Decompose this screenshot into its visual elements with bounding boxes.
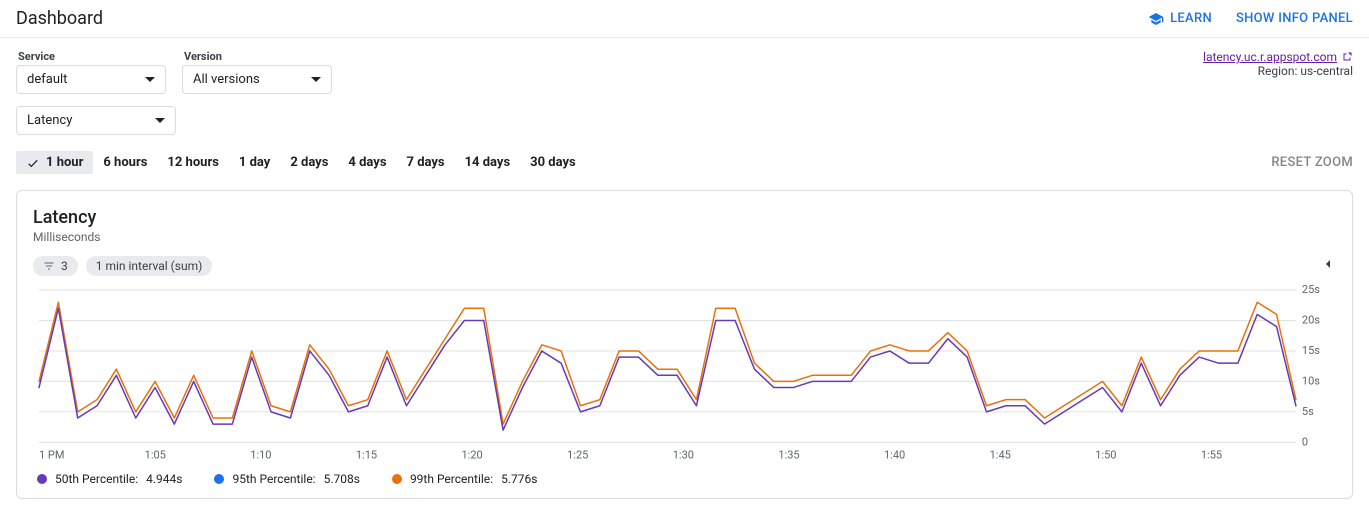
legend-swatch [37, 474, 47, 484]
time-range-option[interactable]: 7 days [397, 151, 455, 174]
time-range-label: 7 days [407, 155, 445, 170]
metric-value: Latency [27, 113, 72, 128]
time-range-option[interactable]: 30 days [520, 151, 586, 174]
learn-icon [1148, 11, 1164, 27]
service-select-group: Service default [16, 50, 166, 94]
metric-row: Latency [0, 94, 1369, 135]
legend-label: 95th Percentile: [232, 472, 315, 486]
filter-count-value: 3 [61, 259, 68, 273]
legend-value: 5.776s [501, 472, 537, 486]
version-value: All versions [193, 72, 260, 87]
time-range-option[interactable]: 2 days [280, 151, 338, 174]
time-range-buttons: 1 hour 6 hours 12 hours 1 day 2 days 4 days 7 … [16, 151, 586, 174]
time-range-option[interactable]: 6 hours [93, 151, 157, 174]
svg-text:1:40: 1:40 [884, 448, 905, 461]
chevron-down-icon [155, 118, 165, 123]
chips-row: 3 1 min interval (sum) [33, 256, 1336, 276]
service-label: Service [18, 50, 166, 63]
time-range-label: 12 hours [167, 155, 219, 170]
open-external-icon [1341, 51, 1353, 63]
chart-title: Latency [33, 207, 1336, 228]
legend-row: 50th Percentile: 4.944s 95th Percentile: 5.… [33, 472, 1336, 486]
app-url-link[interactable]: latency.uc.r.appspot.com [1203, 50, 1353, 64]
time-range-label: 30 days [530, 155, 576, 170]
time-range-row: 1 hour 6 hours 12 hours 1 day 2 days 4 days 7 … [0, 135, 1369, 182]
latency-chart: 0 5s 10s 15s 20s 25s 1 PM 1:05 1:10 1:15 1:20 1:25 1… [33, 284, 1336, 464]
svg-text:1:55: 1:55 [1201, 448, 1222, 461]
legend-item[interactable]: 99th Percentile: 5.776s [392, 472, 537, 486]
legend-swatch [392, 474, 402, 484]
svg-text:1:10: 1:10 [250, 448, 271, 461]
legend-item[interactable]: 50th Percentile: 4.944s [37, 472, 182, 486]
region-text: Region: us-central [1203, 64, 1353, 78]
metric-select[interactable]: Latency [16, 106, 176, 135]
chevron-down-icon [145, 77, 155, 82]
time-range-option[interactable]: 1 hour [16, 151, 93, 174]
time-range-label: 14 days [465, 155, 511, 170]
svg-text:20s: 20s [1302, 313, 1320, 326]
time-range-label: 1 day [239, 155, 270, 170]
latency-card: Latency Milliseconds 3 1 min interval (s… [16, 190, 1353, 499]
svg-text:10s: 10s [1302, 374, 1320, 387]
chevron-down-icon [311, 77, 321, 82]
time-range-label: 1 hour [46, 155, 83, 170]
svg-text:1 PM: 1 PM [39, 448, 65, 461]
legend-item[interactable]: 95th Percentile: 5.708s [214, 472, 359, 486]
learn-link[interactable]: Learn [1148, 11, 1212, 27]
svg-text:1:15: 1:15 [356, 448, 377, 461]
legend-label: 99th Percentile: [410, 472, 493, 486]
filter-icon [43, 260, 55, 272]
chips: 3 1 min interval (sum) [33, 256, 212, 276]
chart-area: 0 5s 10s 15s 20s 25s 1 PM 1:05 1:10 1:15 1:20 1:25 1… [33, 284, 1336, 464]
svg-text:1:35: 1:35 [778, 448, 799, 461]
service-select[interactable]: default [16, 65, 166, 94]
legend-label: 50th Percentile: [55, 472, 138, 486]
time-range-option[interactable]: 4 days [338, 151, 396, 174]
filter-count-chip[interactable]: 3 [33, 256, 78, 276]
svg-text:1:50: 1:50 [1095, 448, 1116, 461]
svg-text:1:30: 1:30 [673, 448, 694, 461]
svg-text:1:05: 1:05 [145, 448, 166, 461]
svg-text:1:25: 1:25 [567, 448, 588, 461]
chart-subtitle: Milliseconds [33, 230, 1336, 244]
version-label: Version [184, 50, 332, 63]
svg-text:15s: 15s [1302, 344, 1320, 357]
chevron-left-icon [1320, 256, 1336, 272]
time-range-option[interactable]: 12 hours [157, 151, 229, 174]
svg-text:0: 0 [1302, 435, 1308, 448]
time-range-label: 4 days [348, 155, 386, 170]
learn-label: Learn [1170, 11, 1212, 26]
app-link-block: latency.uc.r.appspot.com Region: us-cent… [1203, 50, 1353, 78]
time-range-label: 2 days [290, 155, 328, 170]
legend-value: 4.944s [146, 472, 182, 486]
service-value: default [27, 72, 67, 87]
filters-left: Service default Version All versions [16, 50, 332, 94]
legend-swatch [214, 474, 224, 484]
interval-chip[interactable]: 1 min interval (sum) [86, 256, 213, 276]
svg-text:1:20: 1:20 [461, 448, 482, 461]
top-actions: Learn Show Info Panel [1148, 11, 1353, 27]
page-title: Dashboard [16, 8, 103, 29]
version-select-group: Version All versions [182, 50, 332, 94]
check-icon [26, 156, 40, 170]
time-range-option[interactable]: 1 day [229, 151, 280, 174]
svg-text:1:45: 1:45 [990, 448, 1011, 461]
show-info-panel-button[interactable]: Show Info Panel [1236, 11, 1353, 26]
top-bar: Dashboard Learn Show Info Panel [0, 0, 1369, 38]
version-select[interactable]: All versions [182, 65, 332, 94]
reset-zoom-button[interactable]: Reset Zoom [1271, 155, 1353, 170]
svg-text:25s: 25s [1302, 284, 1320, 296]
legend-value: 5.708s [324, 472, 360, 486]
collapse-chart-button[interactable] [1320, 256, 1336, 276]
svg-text:5s: 5s [1302, 405, 1314, 418]
app-url-text: latency.uc.r.appspot.com [1203, 50, 1337, 64]
filters-row: Service default Version All versions lat… [0, 38, 1369, 94]
time-range-option[interactable]: 14 days [455, 151, 521, 174]
time-range-label: 6 hours [103, 155, 147, 170]
